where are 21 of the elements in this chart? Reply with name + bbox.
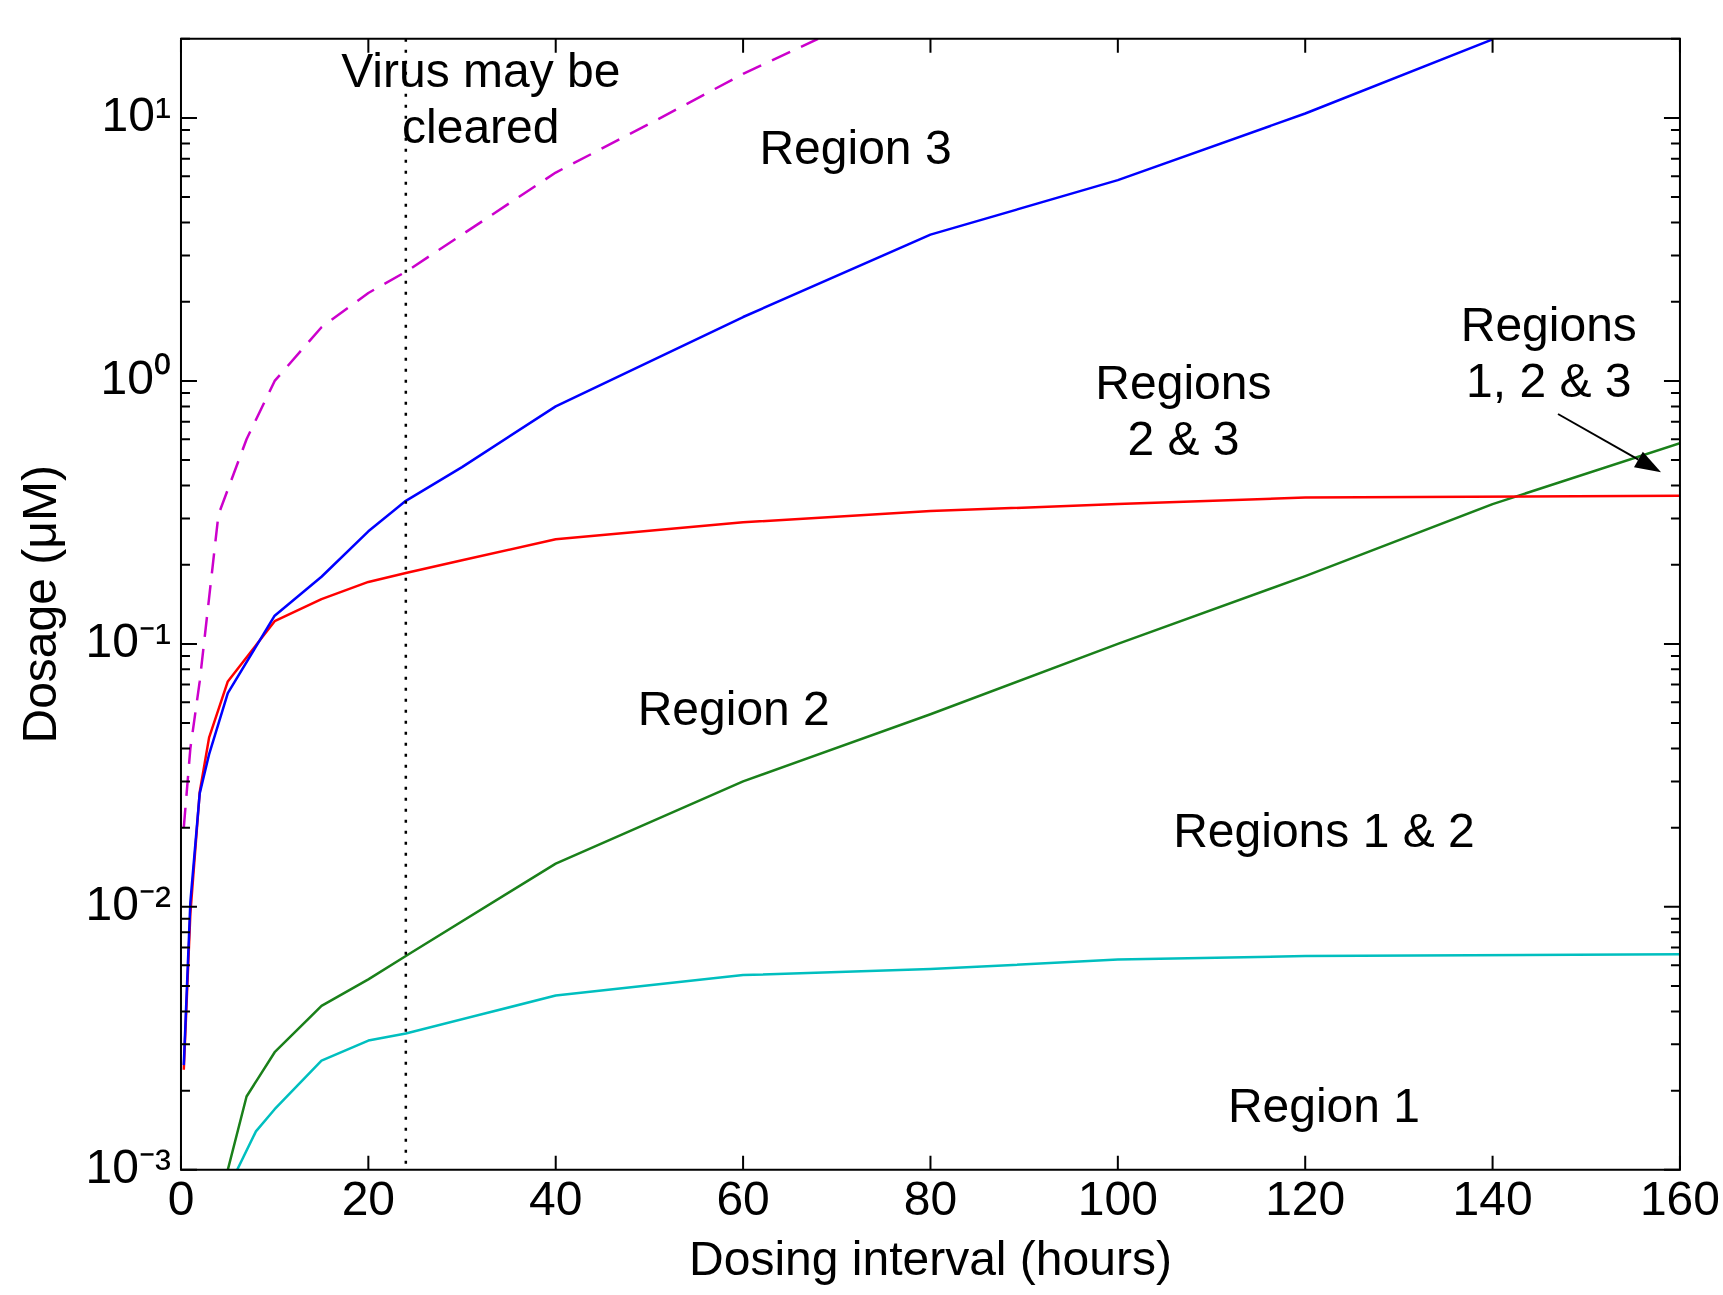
x-tick-label: 20: [341, 1171, 396, 1225]
y-tick-label: 10⁰: [100, 351, 171, 405]
x-tick-label: 40: [529, 1171, 583, 1225]
x-tick-label: 80: [903, 1171, 958, 1225]
annotation: Virus may be cleared: [341, 44, 621, 154]
annotation: Regions 1 & 2: [1173, 803, 1475, 857]
y-tick-label: 10⁻¹: [85, 614, 171, 668]
x-axis-title: Dosing interval (hours): [689, 1232, 1172, 1286]
x-tick-label: 100: [1077, 1171, 1158, 1225]
y-axis-title: Dosage (μM): [13, 465, 67, 744]
x-tick-label: 140: [1452, 1171, 1533, 1225]
x-tick-label: 160: [1639, 1171, 1720, 1225]
x-tick-label: 120: [1265, 1171, 1346, 1225]
y-tick-label: 10⁻²: [85, 877, 171, 931]
annotation: Regions 1, 2 & 3: [1460, 297, 1637, 407]
annotation: Region 1: [1227, 1079, 1421, 1133]
annotation: Regions 2 & 3: [1095, 356, 1272, 466]
x-tick-label: 60: [716, 1171, 770, 1225]
annotation: Region 2: [637, 682, 830, 736]
y-tick-label: 10¹: [101, 88, 171, 142]
annotation: Region 3: [759, 121, 952, 175]
